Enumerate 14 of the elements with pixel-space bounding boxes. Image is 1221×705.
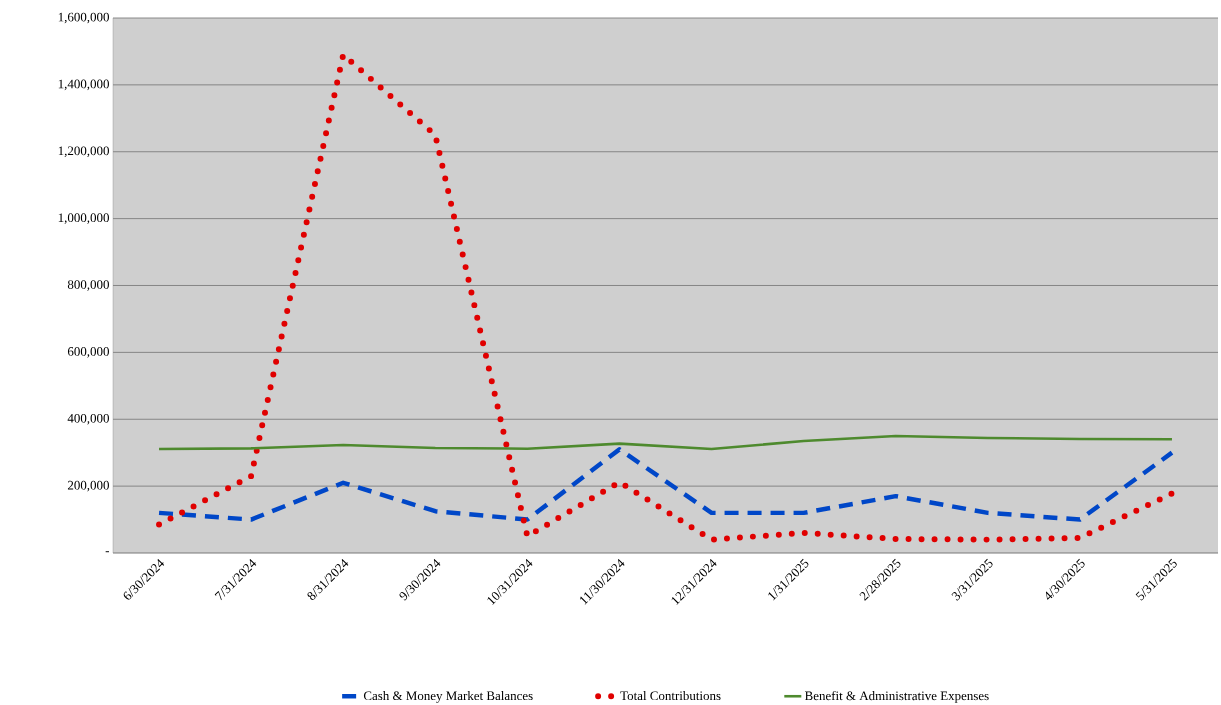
- y-tick-label: 800,000: [67, 280, 109, 291]
- line-series: [156, 447, 1175, 522]
- legend-label: Benefit & Administrative Expenses: [804, 690, 989, 703]
- legend-label: Cash & Money Market Balances: [363, 691, 533, 703]
- y-tick-label: -: [105, 551, 110, 553]
- y-tick-label: 1,200,000: [58, 146, 109, 158]
- legend-label: Total Contributions: [620, 691, 721, 701]
- y-tick-label: 1,400,000: [58, 79, 109, 91]
- y-tick-label: 400,000: [67, 413, 109, 425]
- y-tick-label: 1,000,000: [58, 213, 109, 224]
- y-tick-label: 1,600,000: [58, 12, 109, 24]
- y-tick-label: 200,000: [67, 480, 109, 492]
- y-tick-label: 600,000: [67, 347, 109, 358]
- line-series: [157, 434, 1174, 451]
